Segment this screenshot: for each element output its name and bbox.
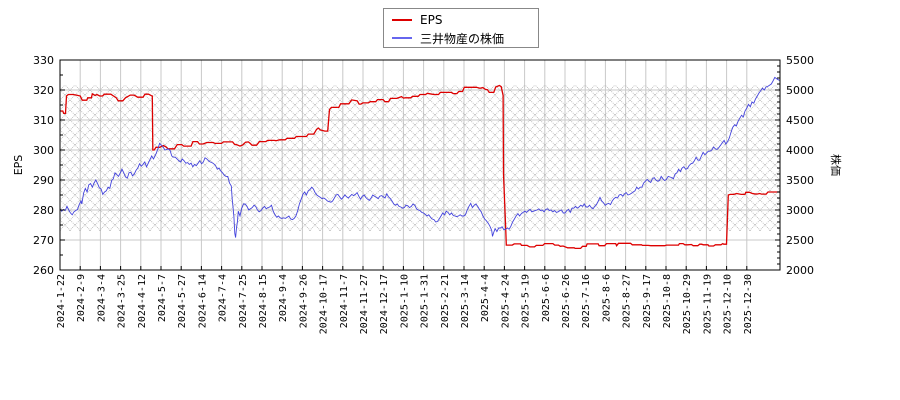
left-tick-label: 300: [33, 144, 54, 157]
x-tick-label: 2024-9-26: [298, 274, 309, 328]
x-tick-label: 2025-8-6: [601, 274, 612, 322]
eps-line: [60, 84, 780, 250]
legend-label-price: 三井物産の株価: [420, 31, 505, 46]
x-tick-label: 2025-4-4: [480, 274, 491, 322]
right-tick-label: 5500: [786, 54, 814, 67]
price-line: [59, 76, 781, 238]
x-tick-label: 2025-6-6: [541, 274, 552, 322]
hatch-band: [60, 85, 780, 231]
left-tick-label: 330: [33, 54, 54, 67]
left-tick-label: 290: [33, 174, 54, 187]
right-axis-title: 株価: [829, 154, 843, 176]
data-series: [59, 76, 781, 250]
x-tick-label: 2025-12-30: [743, 274, 754, 334]
left-axis-title: EPS: [12, 155, 25, 176]
x-tick-label: 2024-12-17: [379, 274, 390, 334]
x-axis: 2024-1-22 2024-2-9 2024-3-4 2024-3-25 2024-4…: [56, 266, 754, 334]
x-tick-label: 2025-10-29: [682, 274, 693, 334]
x-tick-label: 2024-4-12: [137, 274, 148, 328]
x-tick-label: 2024-3-4: [96, 274, 107, 322]
x-tick-label: 2024-1-22: [56, 274, 67, 328]
right-tick-label: 3500: [786, 174, 814, 187]
left-tick-label: 270: [33, 234, 54, 247]
left-tick-label: 280: [33, 204, 54, 217]
x-tick-label: 2024-7-4: [218, 274, 229, 322]
x-tick-label: 2024-3-25: [117, 274, 128, 328]
legend-item-eps: EPS: [392, 12, 442, 28]
x-tick-label: 2024-2-9: [76, 274, 87, 322]
left-tick-label: 320: [33, 84, 54, 97]
x-tick-label: 2025-4-24: [500, 274, 511, 328]
x-tick-label: 2025-5-19: [521, 274, 532, 328]
chart-legend: EPS 三井物産の株価: [383, 8, 539, 48]
x-tick-label: 2025-3-14: [460, 274, 471, 328]
right-tick-label: 4500: [786, 114, 814, 127]
right-tick-label: 2500: [786, 234, 814, 247]
x-tick-label: 2025-1-10: [399, 274, 410, 328]
left-tick-label: 260: [33, 264, 54, 277]
x-tick-label: 2024-11-7: [339, 274, 350, 328]
right-tick-label: 5000: [786, 84, 814, 97]
x-tick-label: 2024-5-27: [177, 274, 188, 328]
x-tick-label: 2025-6-26: [561, 274, 572, 328]
right-tick-label: 2000: [786, 264, 814, 277]
right-tick-label: 4000: [786, 144, 814, 157]
x-tick-label: 2024-7-25: [238, 274, 249, 328]
x-tick-label: 2025-2-21: [440, 274, 451, 328]
left-y-axis: 260 270 280 290 300 310 320 330: [33, 54, 65, 277]
x-tick-label: 2024-5-7: [157, 274, 168, 322]
x-tick-label: 2025-9-17: [642, 274, 653, 328]
x-tick-label: 2025-11-19: [702, 274, 713, 334]
x-tick-label: 2025-12-10: [723, 274, 734, 334]
x-tick-label: 2025-7-16: [581, 274, 592, 328]
right-tick-label: 3000: [786, 204, 814, 217]
x-tick-label: 2024-9-4: [278, 274, 289, 322]
x-tick-label: 2024-8-15: [258, 274, 269, 328]
left-tick-label: 310: [33, 114, 54, 127]
right-y-axis: 2000 2500 3000 3500 4000 4500 5000 5500: [775, 54, 814, 277]
legend-label-eps: EPS: [420, 13, 443, 27]
legend-item-price: 三井物産の株価: [392, 30, 504, 46]
x-tick-label: 2024-10-17: [319, 274, 330, 334]
x-tick-label: 2025-10-8: [662, 274, 673, 328]
x-tick-label: 2025-8-27: [622, 274, 633, 328]
x-tick-label: 2024-11-27: [359, 274, 370, 334]
x-tick-label: 2025-1-31: [420, 274, 431, 328]
legend-swatch-eps: [392, 19, 412, 21]
legend-swatch-price: [392, 37, 412, 39]
x-tick-label: 2024-6-14: [197, 274, 208, 328]
